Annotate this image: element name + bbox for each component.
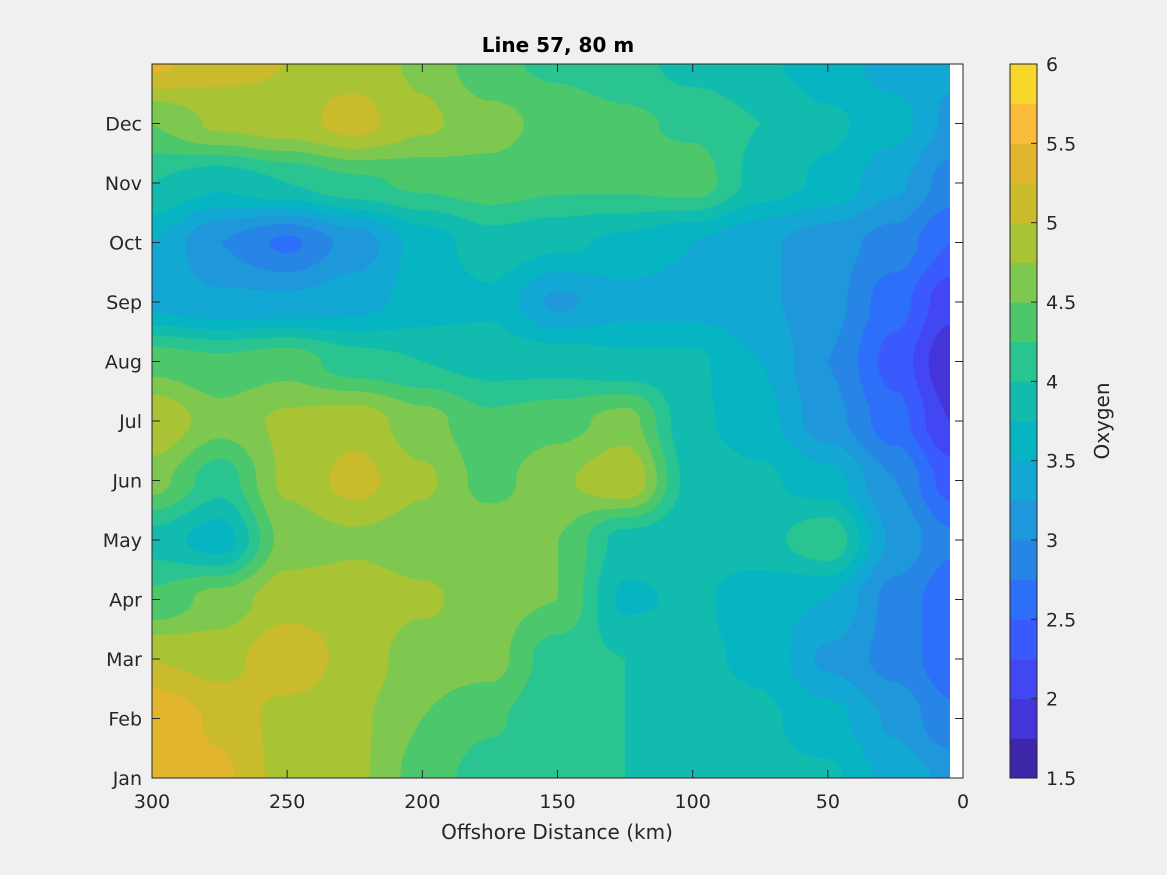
colorbar-band bbox=[1010, 103, 1037, 144]
colorbar-tick-label: 4.5 bbox=[1046, 292, 1076, 314]
colorbar-band bbox=[1010, 421, 1037, 462]
y-tick-label: Sep bbox=[106, 292, 142, 314]
y-tick-label: Aug bbox=[105, 352, 142, 374]
x-axis-label: Offshore Distance (km) bbox=[441, 820, 673, 844]
x-axis: 300 250 200 150 100 50 0 bbox=[134, 64, 969, 813]
colorbar-band bbox=[1010, 302, 1037, 343]
colorbar-band bbox=[1010, 619, 1037, 660]
x-tick-label: 50 bbox=[816, 791, 840, 813]
colorbar-label: Oxygen bbox=[1090, 382, 1114, 459]
x-tick-label: 100 bbox=[675, 791, 711, 813]
y-axis: Jan Feb Mar Apr May Jun Jul Aug Sep Oct Nov Dec bbox=[103, 114, 963, 790]
contour-field bbox=[152, 64, 950, 778]
y-tick-label: Dec bbox=[105, 114, 142, 136]
y-tick-label: Feb bbox=[108, 709, 142, 731]
colorbar-frame bbox=[1009, 63, 1038, 779]
colorbar-band bbox=[1010, 540, 1037, 581]
colorbar-band bbox=[1010, 222, 1037, 263]
colorbar-band bbox=[1010, 579, 1037, 620]
x-tick-label: 250 bbox=[269, 791, 305, 813]
y-tick-label: Oct bbox=[109, 233, 142, 255]
x-tick-label: 150 bbox=[539, 791, 575, 813]
y-tick-label: Mar bbox=[106, 649, 142, 671]
colorbar-band bbox=[1010, 64, 1037, 105]
colorbar-band bbox=[1010, 341, 1037, 382]
colorbar-tick-label: 6 bbox=[1046, 54, 1058, 76]
colorbar-band bbox=[1010, 381, 1037, 422]
colorbar-tick-label: 5 bbox=[1046, 213, 1058, 235]
colorbar-tick-label: 2.5 bbox=[1046, 609, 1076, 631]
colorbar-tick-label: 1.5 bbox=[1046, 768, 1076, 790]
y-tick-label: May bbox=[103, 530, 142, 552]
colorbar-band bbox=[1010, 698, 1037, 739]
colorbar-band bbox=[1010, 738, 1037, 779]
x-tick-label: 300 bbox=[134, 791, 170, 813]
y-tick-label: Jan bbox=[112, 768, 142, 790]
colorbar-tick-label: 2 bbox=[1046, 689, 1058, 711]
colorbar-band bbox=[1010, 262, 1037, 303]
colorbar-tick-label: 3 bbox=[1046, 530, 1058, 552]
y-tick-label: Jun bbox=[111, 471, 142, 493]
y-tick-label: Apr bbox=[109, 590, 142, 612]
colorbar bbox=[1010, 64, 1037, 779]
colorbar-band bbox=[1010, 183, 1037, 224]
x-tick-label: 0 bbox=[957, 791, 969, 813]
colorbar-band bbox=[1010, 500, 1037, 541]
y-tick-label: Jul bbox=[118, 411, 142, 433]
colorbar-tick-label: 4 bbox=[1046, 371, 1058, 393]
colorbar-tick-label: 3.5 bbox=[1046, 451, 1076, 473]
colorbar-tick-label: 5.5 bbox=[1046, 133, 1076, 155]
x-tick-label: 200 bbox=[404, 791, 440, 813]
colorbar-ticks: 1.5 2 2.5 3 3.5 4 4.5 5 5.5 6 bbox=[1031, 54, 1076, 790]
colorbar-band bbox=[1010, 659, 1037, 700]
chart-title: Line 57, 80 m bbox=[482, 33, 634, 57]
colorbar-band bbox=[1010, 460, 1037, 501]
y-tick-label: Nov bbox=[105, 173, 142, 195]
colorbar-band bbox=[1010, 143, 1037, 184]
